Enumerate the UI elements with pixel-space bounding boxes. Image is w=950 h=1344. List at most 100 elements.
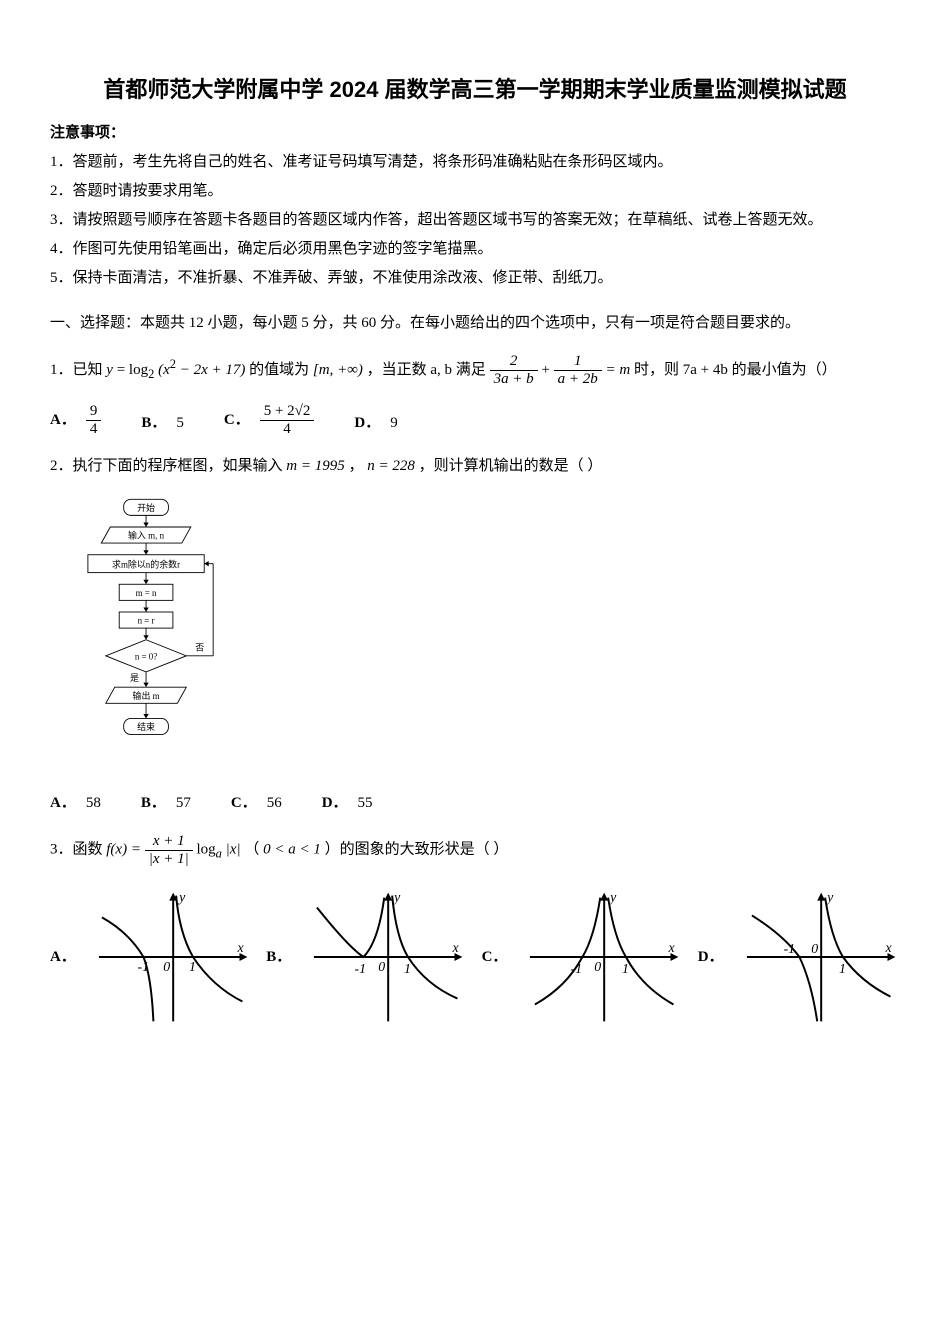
svg-text:m = n: m = n — [136, 588, 157, 598]
q2-n: n = 228 — [367, 458, 415, 474]
q1-frac2-num: 1 — [554, 353, 602, 371]
q1-expr-sub: 2 — [148, 367, 154, 381]
q1-b-val: 5 — [176, 410, 184, 437]
q1-expr-rest: − 2x + 17) — [176, 362, 245, 378]
svg-text:1: 1 — [622, 961, 629, 976]
q3-graph-c[interactable]: xy -110 — [525, 887, 683, 1027]
q1-options: A． 9 4 B． 5 C． 5 + 2√2 4 D． 9 — [50, 403, 900, 437]
svg-text:n = r: n = r — [138, 616, 155, 626]
q1-option-b[interactable]: B． 5 — [141, 410, 184, 437]
option-label-b: B． — [141, 410, 166, 437]
svg-text:y: y — [609, 890, 618, 905]
q3-options: A． x y -1 1 0 B． x y -1 1 0 C． — [50, 887, 900, 1027]
option-label-a: A． — [50, 790, 76, 817]
option-label-a: A． — [50, 407, 76, 434]
svg-text:n = 0?: n = 0? — [135, 652, 157, 662]
question-3: 3．函数 f(x) = x + 1 |x + 1| loga |x| （ 0 <… — [50, 833, 900, 867]
notice-heading: 注意事项： — [50, 120, 900, 147]
question-2: 2．执行下面的程序框图，如果输入 m = 1995 ， n = 228 ，则计算… — [50, 453, 900, 480]
page-title: 首都师范大学附属中学 2024 届数学高三第一学期期末学业质量监测模拟试题 — [50, 70, 900, 110]
q2-m: m = 1995 — [286, 458, 344, 474]
q2-option-d[interactable]: D． 55 — [322, 790, 373, 817]
q3-log: log — [196, 842, 215, 858]
q2-option-a[interactable]: A． 58 — [50, 790, 101, 817]
q1-mid2: ，当正数 a, b 满足 — [367, 362, 486, 378]
question-1: 1．已知 y = log2 (x2 − 2x + 17) 的值域为 [m, +∞… — [50, 353, 900, 388]
q1-c-num: 5 + 2√2 — [260, 403, 315, 421]
svg-text:输入 m, n: 输入 m, n — [128, 530, 165, 541]
q1-expr-y: y — [106, 362, 113, 378]
q3-text-b: （ — [244, 842, 259, 858]
q1-option-c[interactable]: C． 5 + 2√2 4 — [224, 403, 315, 437]
q1-c-den: 4 — [260, 421, 315, 438]
q2-option-b[interactable]: B． 57 — [141, 790, 191, 817]
q1-a-num: 9 — [86, 403, 102, 421]
svg-text:-1: -1 — [137, 959, 149, 974]
option-label-d: D． — [354, 410, 380, 437]
q3-text-a: 3．函数 — [50, 842, 106, 858]
q2-flowchart: 开始 输入 m, n 求m除以n的余数r m = n n = r — [70, 494, 240, 774]
q2-options: A． 58 B． 57 C． 56 D． 55 — [50, 790, 900, 817]
q2-comma: ， — [348, 458, 363, 474]
option-label-d: D． — [698, 944, 724, 971]
q1-plus: + — [541, 362, 553, 378]
svg-text:-1: -1 — [783, 941, 795, 956]
svg-text:x: x — [236, 940, 244, 955]
svg-text:0: 0 — [595, 959, 602, 974]
q2-c-val: 56 — [267, 790, 282, 817]
q3-graph-d[interactable]: xy -110 — [742, 887, 900, 1027]
notice-item: 3．请按照题号顺序在答题卡各题目的答题区域内作答，超出答题区域书写的答案无效；在… — [50, 207, 900, 234]
q1-expr-open: (x — [158, 362, 170, 378]
notice-item: 5．保持卡面清洁，不准折暴、不准弄破、弄皱，不准使用涂改液、修正带、刮纸刀。 — [50, 265, 900, 292]
q2-a-val: 58 — [86, 790, 101, 817]
svg-text:结束: 结束 — [137, 721, 155, 732]
svg-text:求m除以n的余数r: 求m除以n的余数r — [112, 558, 180, 569]
q2-text-b: ，则计算机输出的数是（ ） — [419, 458, 603, 474]
flowchart-svg: 开始 输入 m, n 求m除以n的余数r m = n n = r — [70, 494, 240, 764]
q3-graph-b[interactable]: xy -110 — [309, 887, 467, 1027]
q3-log-sub: a — [216, 847, 222, 861]
q1-option-d[interactable]: D． 9 — [354, 410, 397, 437]
q2-b-val: 57 — [176, 790, 191, 817]
svg-text:y: y — [392, 890, 401, 905]
q3-graph-a[interactable]: xy -110 — [94, 887, 252, 1027]
option-label-d: D． — [322, 790, 348, 817]
q2-text-a: 2．执行下面的程序框图，如果输入 — [50, 458, 286, 474]
notice-item: 4．作图可先使用铅笔画出，确定后必须用黑色字迹的签字笔描黑。 — [50, 236, 900, 263]
svg-text:否: 否 — [195, 643, 204, 653]
svg-text:是: 是 — [130, 673, 139, 683]
q1-frac1-num: 2 — [490, 353, 538, 371]
option-label-a: A． — [50, 944, 76, 971]
svg-text:x: x — [452, 940, 460, 955]
option-label-c: C． — [482, 944, 508, 971]
svg-text:1: 1 — [189, 959, 196, 974]
q1-d-val: 9 — [390, 410, 398, 437]
q1-eqm: = m — [606, 362, 631, 378]
q1-mid1: 的值域为 — [249, 362, 309, 378]
q3-cond: 0 < a < 1 — [263, 842, 321, 858]
option-label-b: B． — [141, 790, 166, 817]
svg-text:1: 1 — [839, 961, 846, 976]
q3-frac-num: x + 1 — [145, 833, 193, 851]
section-intro: 一、选择题：本题共 12 小题，每小题 5 分，共 60 分。在每小题给出的四个… — [50, 310, 900, 337]
q1-option-a[interactable]: A． 9 4 — [50, 403, 101, 437]
q1-tail: 时，则 7a + 4b 的最小值为（） — [634, 362, 837, 378]
notice-item: 1．答题前，考生先将自己的姓名、准考证号码填写清楚，将条形码准确粘贴在条形码区域… — [50, 149, 900, 176]
q2-option-c[interactable]: C． 56 — [231, 790, 282, 817]
svg-text:0: 0 — [811, 941, 818, 956]
q1-expr-log: = log — [117, 362, 148, 378]
option-label-b: B． — [266, 944, 291, 971]
svg-text:1: 1 — [404, 961, 411, 976]
q3-fx: f(x) = — [106, 842, 144, 858]
q3-frac-den: |x + 1| — [145, 851, 193, 868]
svg-text:开始: 开始 — [137, 502, 155, 513]
q1-prefix: 1．已知 — [50, 362, 103, 378]
notice-list: 1．答题前，考生先将自己的姓名、准考证号码填写清楚，将条形码准确粘贴在条形码区域… — [50, 149, 900, 292]
notice-item: 2．答题时请按要求用笔。 — [50, 178, 900, 205]
svg-text:0: 0 — [163, 959, 170, 974]
q1-frac1-den: 3a + b — [490, 371, 538, 388]
svg-text:输出 m: 输出 m — [133, 690, 160, 701]
q3-absx: |x| — [226, 842, 241, 858]
q1-a-den: 4 — [86, 421, 102, 438]
svg-text:-1: -1 — [355, 961, 367, 976]
